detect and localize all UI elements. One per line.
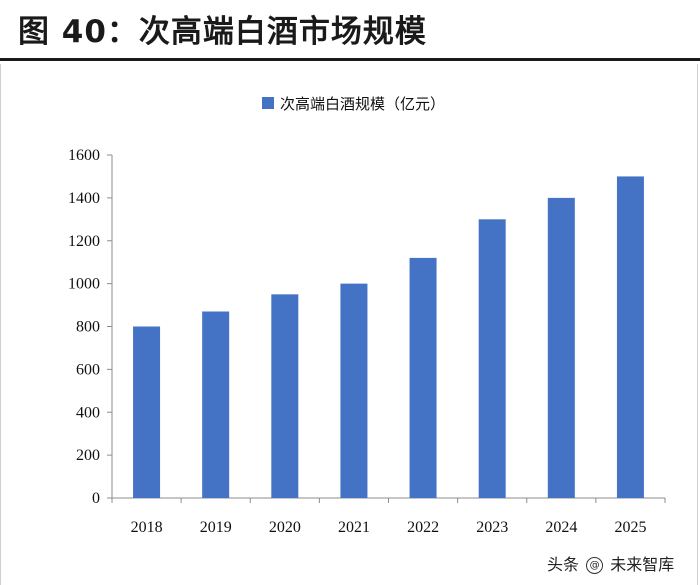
x-tick-label: 2021 <box>338 519 370 536</box>
bar-2025 <box>616 176 644 498</box>
title-divider <box>0 58 700 61</box>
x-tick-label: 2025 <box>614 519 646 536</box>
x-tick-label: 2024 <box>545 519 577 536</box>
bar-2019 <box>202 311 230 498</box>
y-tick-label: 600 <box>76 361 100 378</box>
watermark-name: 未来智库 <box>610 555 675 574</box>
chart-frame <box>0 64 698 585</box>
legend-swatch <box>262 97 274 109</box>
y-tick-label: 1200 <box>68 233 100 250</box>
y-tick-label: 400 <box>76 404 100 421</box>
bar-2018 <box>133 326 161 498</box>
at-icon: @ <box>586 557 604 574</box>
bar-2023 <box>478 219 506 498</box>
y-tick-label: 1400 <box>68 190 100 207</box>
bar-2020 <box>271 294 299 498</box>
x-tick-label: 2022 <box>407 519 439 536</box>
y-tick-label: 800 <box>76 319 100 336</box>
watermark: 头条 @ 未来智库 <box>543 551 679 575</box>
x-tick-label: 2020 <box>269 519 301 536</box>
y-tick-label: 0 <box>92 490 100 507</box>
y-tick-label: 200 <box>76 447 100 464</box>
legend-label: 次高端白酒规模（亿元） <box>280 95 445 113</box>
bar-2024 <box>547 197 575 498</box>
watermark-prefix: 头条 <box>547 555 580 574</box>
x-tick-label: 2019 <box>200 519 232 536</box>
bar-2022 <box>409 257 437 498</box>
x-tick-label: 2018 <box>131 519 163 536</box>
x-tick-label: 2023 <box>476 519 508 536</box>
y-tick-label: 1000 <box>68 276 100 293</box>
page-title: 图 40：次高端白酒市场规模 <box>18 14 427 50</box>
bar-2021 <box>340 283 368 498</box>
y-tick-label: 1600 <box>68 147 100 164</box>
